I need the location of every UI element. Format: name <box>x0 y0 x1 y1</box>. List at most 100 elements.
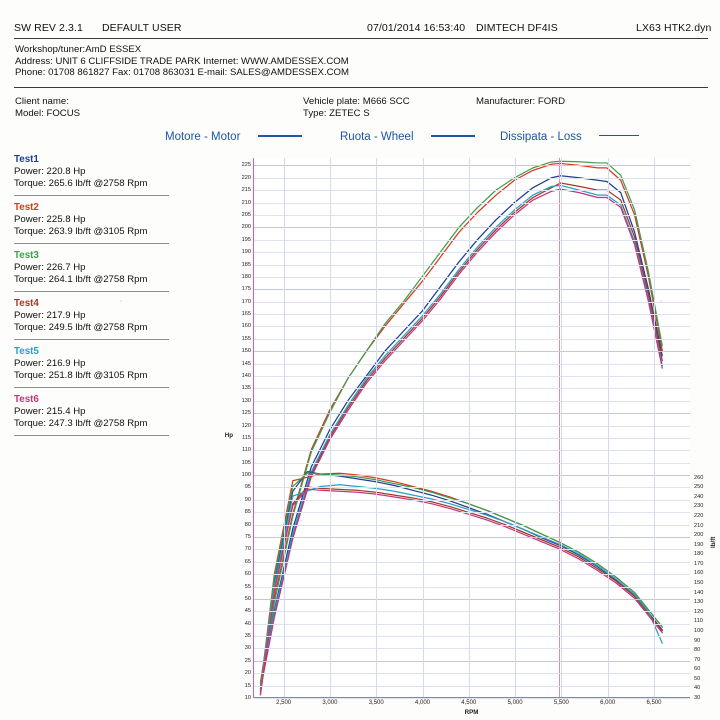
y2-axis-tick-label: 140 <box>694 589 704 596</box>
user-name: DEFAULT USER <box>102 22 182 34</box>
y2-axis-tick-label: 70 <box>694 656 701 663</box>
y-axis-tick-label: 225 <box>241 162 251 169</box>
test-result-card[interactable]: Test6 Power: 215.4 Hp Torque: 247.3 lb/ft … <box>14 394 186 436</box>
power-curve <box>259 188 663 690</box>
client-block: Client name: Model: FOCUS <box>15 96 80 119</box>
y-axis-tick-label: 75 <box>244 533 251 540</box>
scan-speck <box>420 230 422 232</box>
x-axis-tick-label: 2,500 <box>276 700 292 706</box>
y2-axis-tick-label: 110 <box>694 618 703 625</box>
test-power: Power: 216.9 Hp <box>14 358 86 369</box>
test-power: Power: 220.8 Hp <box>14 166 86 177</box>
y-axis-tick-label: 95 <box>244 484 251 491</box>
torque-curve <box>259 486 663 695</box>
test-name: Test5 <box>14 346 39 357</box>
y-axis-tick-label: 185 <box>241 261 251 268</box>
test-result-card[interactable]: Test5 Power: 216.9 Hp Torque: 251.8 lb/ft … <box>14 346 186 388</box>
y-axis-tick-label: 90 <box>244 496 251 503</box>
test-name: Test2 <box>14 202 39 213</box>
report-header: SW REV 2.3.1 DEFAULT USER 07/01/2014 16:… <box>14 22 712 38</box>
test-divider <box>14 243 169 244</box>
test-power: Power: 215.4 Hp <box>14 406 86 417</box>
gridline-horizontal <box>254 698 690 699</box>
test-divider <box>14 195 169 196</box>
y-axis-tick-label: 210 <box>241 199 251 206</box>
legend-label-motor: Motore - Motor <box>165 131 241 143</box>
y-axis-tick-label: 50 <box>244 595 251 602</box>
y-axis-tick-label: 130 <box>241 397 251 404</box>
legend-label-loss: Dissipata - Loss <box>500 131 582 143</box>
y-axis-tick-label: 110 <box>242 447 251 454</box>
test-torque: Torque: 247.3 lb/ft @2758 Rpm <box>14 418 148 429</box>
test-result-card[interactable]: Test3 Power: 226.7 Hp Torque: 264.1 lb/ft … <box>14 250 186 292</box>
torque-curve <box>259 470 663 693</box>
y2-axis-tick-label: 220 <box>694 512 704 519</box>
test-results-list: Test1 Power: 220.8 Hp Torque: 265.6 lb/ft … <box>14 154 186 442</box>
torque-curve <box>259 472 663 692</box>
test-divider <box>14 291 169 292</box>
legend-swatch-wheel <box>430 134 475 137</box>
vehicle-manufacturer: Manufacturer: FORD <box>476 96 566 107</box>
curve-canvas <box>259 160 663 696</box>
y2-axis-tick-label: 150 <box>694 580 704 587</box>
y-axis-tick-label: 180 <box>241 273 251 280</box>
y-axis-tick-label: 25 <box>244 657 251 664</box>
workshop-block: Workshop/tuner:AmD ESSEX Address: UNIT 6… <box>15 44 575 79</box>
y-axis-tick-label: 55 <box>244 583 251 590</box>
test-divider <box>14 387 169 388</box>
x-axis-tick-label: 4,500 <box>461 700 477 706</box>
y-axis-tick-label: 165 <box>241 311 251 318</box>
y-axis-tick-label: 140 <box>241 372 251 379</box>
y-axis-tick-label: 160 <box>241 323 251 330</box>
y-axis-tick-label: 40 <box>244 620 251 627</box>
cursor-line[interactable] <box>558 158 560 697</box>
x-axis-tick-label: 5,000 <box>507 700 523 706</box>
torque-curve <box>259 488 663 696</box>
y-axis-tick-label: 215 <box>241 187 251 194</box>
y-axis-title: Hp <box>224 432 233 439</box>
y-axis-tick-label: 45 <box>244 608 251 615</box>
y-axis-tick-label: 205 <box>241 211 251 218</box>
legend-label-wheel: Ruota - Wheel <box>340 131 414 143</box>
workshop-contact: Phone: 01708 861827 Fax: 01708 863031 E-… <box>15 67 349 79</box>
x-axis-tick-label: 3,500 <box>368 700 384 706</box>
y2-axis-tick-label: 130 <box>694 599 704 606</box>
test-power: Power: 226.7 Hp <box>14 262 86 273</box>
scan-speck <box>300 520 302 522</box>
client-name-label: Client name: <box>15 96 69 107</box>
y-axis-tick-label: 15 <box>244 682 251 689</box>
y2-axis-tick-label: 230 <box>694 503 704 510</box>
power-curve <box>259 184 663 688</box>
scan-speck <box>660 300 662 302</box>
y2-axis-title: lb/ft <box>710 536 717 548</box>
y2-axis-tick-label: 250 <box>694 484 704 491</box>
test-torque: Torque: 265.6 lb/ft @2758 Rpm <box>14 178 148 189</box>
y2-axis-tick-label: 30 <box>694 695 701 701</box>
power-curve <box>259 162 663 683</box>
scan-speck <box>470 470 472 472</box>
y-axis-tick-label: 195 <box>241 236 251 243</box>
vehicle-plate: Vehicle plate: M666 SCC <box>303 96 410 107</box>
y2-axis-tick-label: 50 <box>694 675 701 682</box>
manufacturer-block: Manufacturer: FORD <box>476 96 565 108</box>
y-axis-tick-label: 60 <box>244 571 251 578</box>
y2-axis-tick-label: 190 <box>694 541 704 548</box>
test-result-card[interactable]: Test1 Power: 220.8 Hp Torque: 265.6 lb/ft … <box>14 154 186 196</box>
power-curve <box>259 182 663 690</box>
y-axis-tick-label: 155 <box>241 335 251 342</box>
workshop-address: Address: UNIT 6 CLIFFSIDE TRADE PARK Int… <box>15 55 349 67</box>
test-divider <box>14 339 169 340</box>
torque-curve <box>259 484 663 694</box>
y-axis-tick-label: 70 <box>244 546 251 553</box>
y-axis-tick-label: 10 <box>244 695 251 701</box>
scan-speck <box>120 300 122 302</box>
y-axis-tick-label: 30 <box>244 645 251 652</box>
power-curve <box>259 160 663 686</box>
y-axis-tick-label: 125 <box>241 410 251 417</box>
test-result-card[interactable]: Test2 Power: 225.8 Hp Torque: 263.9 lb/ft … <box>14 202 186 244</box>
test-result-card[interactable]: Test4 Power: 217.9 Hp Torque: 249.5 lb/ft … <box>14 298 186 340</box>
y-axis-tick-label: 145 <box>241 360 251 367</box>
y-axis-tick-label: 190 <box>241 249 251 256</box>
test-name: Test4 <box>14 298 39 309</box>
file-name: LX63 HTK2.dyn <box>636 22 712 34</box>
